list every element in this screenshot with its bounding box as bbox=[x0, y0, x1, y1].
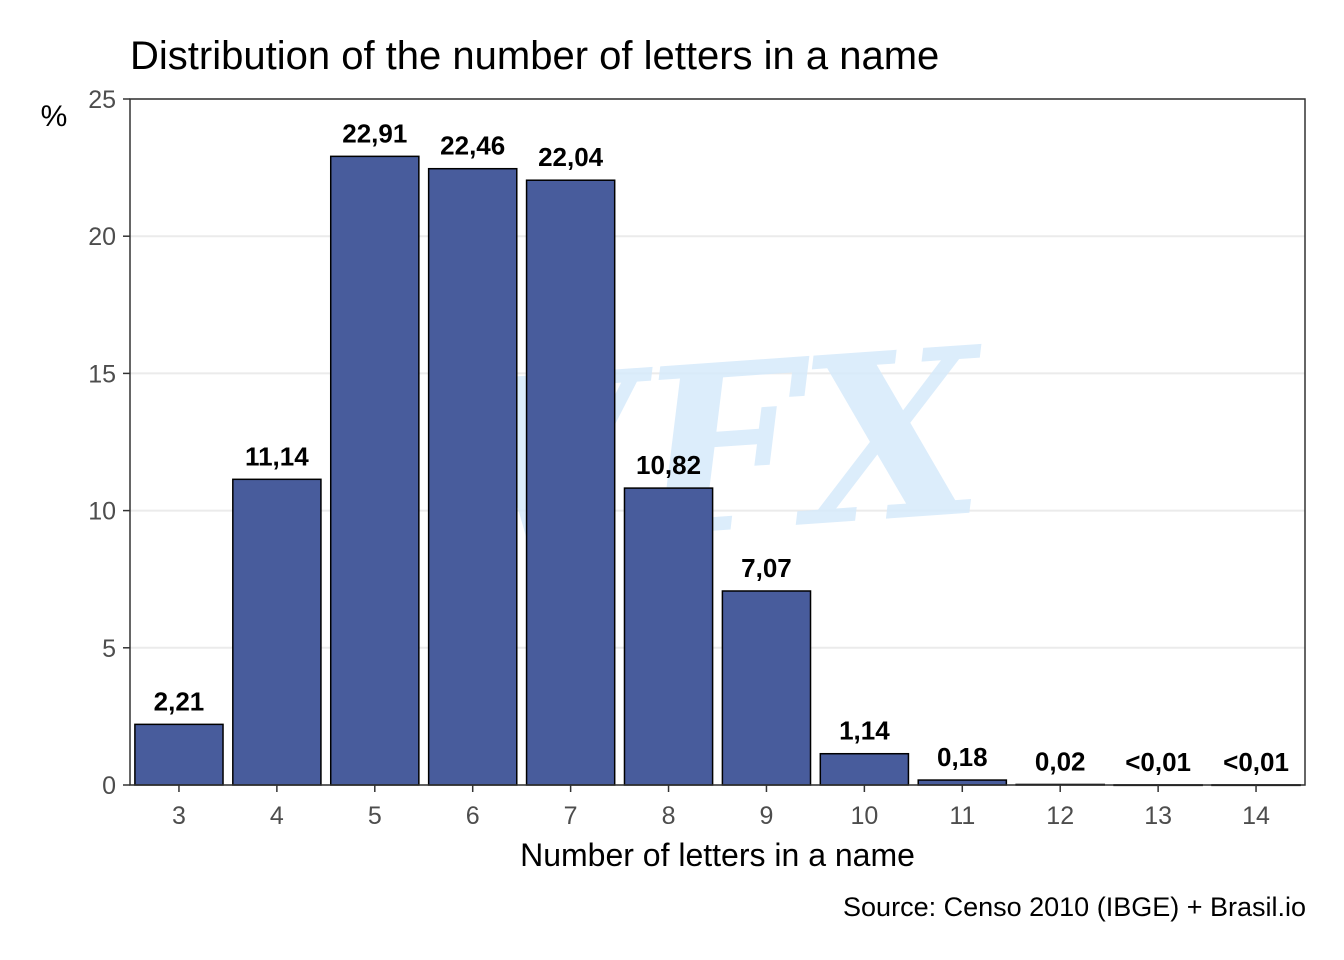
source-caption: Source: Censo 2010 (IBGE) + Brasil.io bbox=[843, 892, 1306, 922]
y-tick-label: 25 bbox=[88, 86, 116, 114]
bar-6 bbox=[427, 167, 518, 786]
data-label: <0,01 bbox=[1125, 747, 1191, 777]
x-tick-label: 4 bbox=[270, 802, 284, 830]
data-label: 10,82 bbox=[636, 450, 701, 480]
x-tick-label: 3 bbox=[172, 802, 186, 830]
x-tick-label: 10 bbox=[850, 802, 878, 830]
y-axis: 0 5 10 15 20 25 bbox=[88, 86, 130, 800]
data-label: <0,01 bbox=[1223, 747, 1289, 777]
y-axis-label: % bbox=[41, 100, 68, 133]
x-tick-label: 13 bbox=[1144, 802, 1172, 830]
data-label: 0,02 bbox=[1035, 746, 1086, 776]
x-tick-label: 5 bbox=[368, 802, 382, 830]
y-tick-label: 10 bbox=[88, 498, 116, 526]
x-tick-label: 11 bbox=[949, 802, 975, 830]
bar-10 bbox=[819, 752, 910, 786]
data-label: 22,46 bbox=[440, 131, 505, 161]
x-tick-label: 14 bbox=[1242, 802, 1270, 830]
x-axis-label: Number of letters in a name bbox=[520, 837, 915, 873]
y-tick-label: 5 bbox=[102, 635, 116, 663]
y-tick-label: 15 bbox=[88, 360, 116, 388]
x-tick-label: 8 bbox=[662, 802, 676, 830]
plot-panel-border bbox=[129, 98, 1306, 786]
y-tick-label: 20 bbox=[88, 223, 116, 251]
x-tick-label: 6 bbox=[466, 802, 480, 830]
chart-title: Distribution of the number of letters in… bbox=[130, 34, 940, 78]
x-axis: 3 4 5 6 7 8 9 10 11 12 13 14 bbox=[172, 785, 1270, 830]
x-tick-label: 7 bbox=[564, 802, 578, 830]
bars bbox=[134, 155, 1301, 787]
data-label: 22,04 bbox=[538, 142, 604, 172]
bar-7 bbox=[525, 179, 616, 786]
data-label: 7,07 bbox=[741, 553, 792, 583]
bar-5 bbox=[329, 155, 420, 786]
data-labels: 2,21 11,14 22,91 22,46 22,04 10,82 7,07 1,14 0,1… bbox=[154, 118, 1289, 777]
x-tick-label: 9 bbox=[760, 802, 774, 830]
bar-4 bbox=[232, 478, 322, 786]
y-tick-label: 0 bbox=[102, 772, 116, 800]
bar-3 bbox=[134, 723, 224, 786]
bar-8 bbox=[623, 487, 714, 786]
data-label: 11,14 bbox=[245, 441, 309, 471]
x-tick-label: 12 bbox=[1046, 802, 1074, 830]
bar-9 bbox=[721, 590, 812, 786]
data-label: 0,18 bbox=[937, 742, 988, 772]
data-label: 22,91 bbox=[342, 118, 407, 148]
data-label: 1,14 bbox=[839, 716, 890, 746]
data-label: 2,21 bbox=[154, 686, 205, 716]
